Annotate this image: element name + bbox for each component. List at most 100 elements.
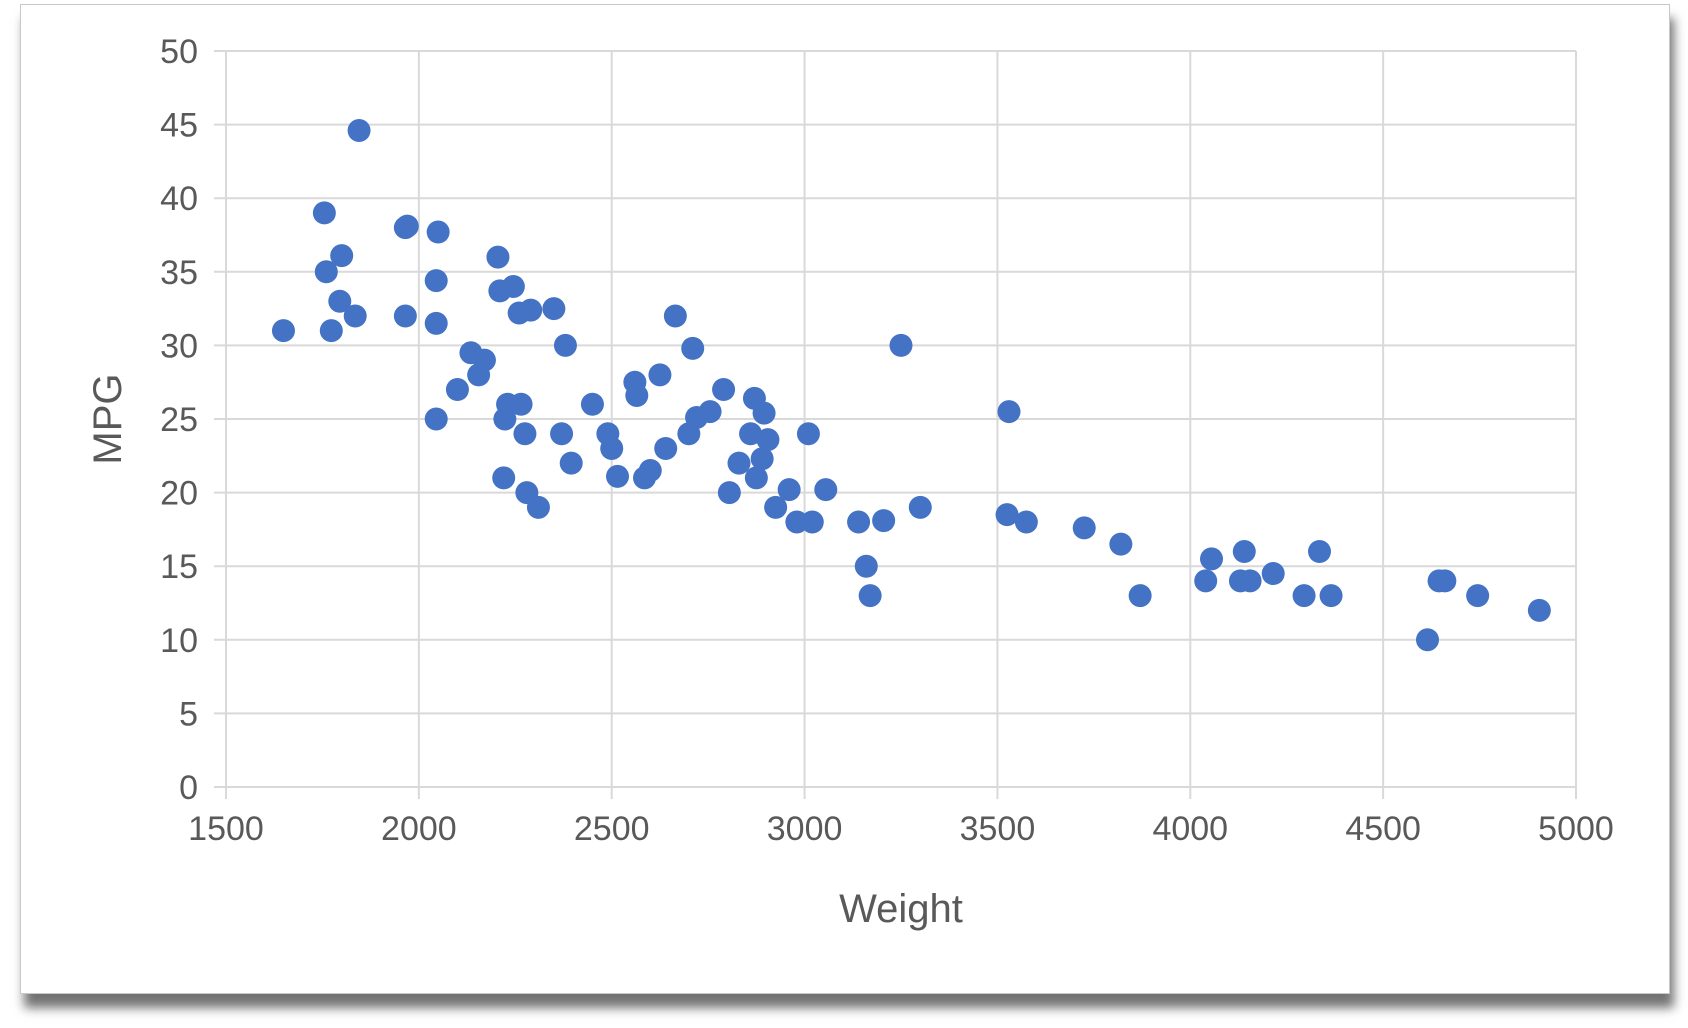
chart-frame (20, 4, 1670, 994)
data-point (393, 304, 417, 328)
data-points (271, 118, 1551, 652)
data-point (395, 214, 419, 238)
data-point (717, 481, 741, 505)
data-point (580, 392, 604, 416)
data-point (854, 554, 878, 578)
x-tick-label: 4500 (1345, 810, 1421, 848)
data-point (472, 348, 496, 372)
data-point (542, 297, 566, 321)
data-point (314, 260, 338, 284)
data-point (1319, 584, 1343, 608)
data-point (750, 447, 774, 471)
x-tick-label: 5000 (1538, 810, 1614, 848)
data-point (995, 503, 1019, 527)
data-point (343, 304, 367, 328)
data-point (752, 401, 776, 425)
data-point (638, 459, 662, 483)
data-point (648, 363, 672, 387)
data-point (492, 466, 516, 490)
data-point (889, 333, 913, 357)
y-tick-label: 30 (160, 327, 198, 365)
data-point (1416, 628, 1439, 652)
y-axis-title: MPG (86, 373, 130, 464)
data-point (526, 495, 550, 519)
data-point (424, 269, 448, 293)
data-point (756, 428, 780, 452)
data-point (727, 451, 751, 475)
data-point (1292, 584, 1316, 608)
x-tick-label: 3500 (960, 810, 1036, 848)
data-point (271, 319, 295, 343)
data-point (744, 466, 768, 490)
data-point (1072, 516, 1096, 540)
data-point (424, 407, 448, 431)
data-point (312, 201, 336, 225)
data-point (698, 400, 722, 424)
data-point (347, 118, 371, 142)
x-tick-label: 1500 (188, 810, 264, 848)
data-point (872, 509, 896, 533)
data-point (1261, 562, 1285, 586)
y-tick-label: 5 (179, 695, 198, 733)
data-point (501, 275, 525, 299)
data-point (1238, 569, 1262, 593)
data-point (908, 495, 932, 519)
data-point (553, 333, 577, 357)
x-tick-label: 4000 (1152, 810, 1228, 848)
data-point (328, 289, 352, 313)
data-point (1109, 532, 1133, 556)
data-point (600, 436, 624, 460)
x-tick-label: 3000 (767, 810, 843, 848)
data-point (1527, 598, 1551, 622)
data-point (559, 451, 583, 475)
y-tick-label: 40 (160, 180, 198, 218)
data-point (319, 319, 343, 343)
data-point (509, 392, 533, 416)
data-point (606, 464, 629, 488)
x-axis-title: Weight (839, 887, 963, 931)
data-point (519, 298, 543, 322)
data-point (625, 383, 649, 407)
data-point (1466, 584, 1490, 608)
data-point (426, 220, 450, 244)
tick-labels: 0 5 10 15 20 25 30 35 40 45 50 1500 2000 2500 3000 3500… (160, 33, 1614, 848)
data-point (1232, 539, 1256, 563)
data-point (997, 400, 1021, 424)
data-point (1194, 569, 1218, 593)
y-tick-label: 45 (160, 107, 198, 145)
y-tick-label: 0 (179, 769, 198, 807)
data-point (847, 510, 871, 534)
data-point (858, 584, 882, 608)
y-tick-label: 10 (160, 622, 198, 660)
x-tick-label: 2000 (381, 810, 457, 848)
data-point (445, 378, 469, 402)
data-point (486, 245, 510, 269)
y-tick-label: 25 (160, 401, 198, 439)
data-point (654, 436, 678, 460)
data-point (800, 510, 824, 534)
data-point (424, 311, 448, 335)
gridlines (214, 50, 1577, 799)
data-point (739, 422, 763, 446)
y-tick-label: 20 (160, 475, 198, 513)
data-point (1200, 547, 1223, 571)
data-point (712, 378, 736, 402)
y-tick-label: 35 (160, 254, 198, 292)
data-point (777, 478, 801, 502)
y-tick-label: 15 (160, 548, 198, 586)
data-point (663, 304, 687, 328)
y-tick-label: 50 (160, 33, 198, 71)
data-point (796, 422, 820, 446)
data-point (681, 336, 705, 360)
data-point (1308, 539, 1331, 563)
data-point (1433, 569, 1457, 593)
x-tick-label: 2500 (574, 810, 650, 848)
data-point (513, 422, 537, 446)
data-point (1014, 510, 1038, 534)
data-point (330, 244, 354, 268)
data-point (764, 495, 788, 519)
data-point (550, 422, 574, 446)
data-point (1128, 584, 1152, 608)
data-point (814, 478, 838, 502)
